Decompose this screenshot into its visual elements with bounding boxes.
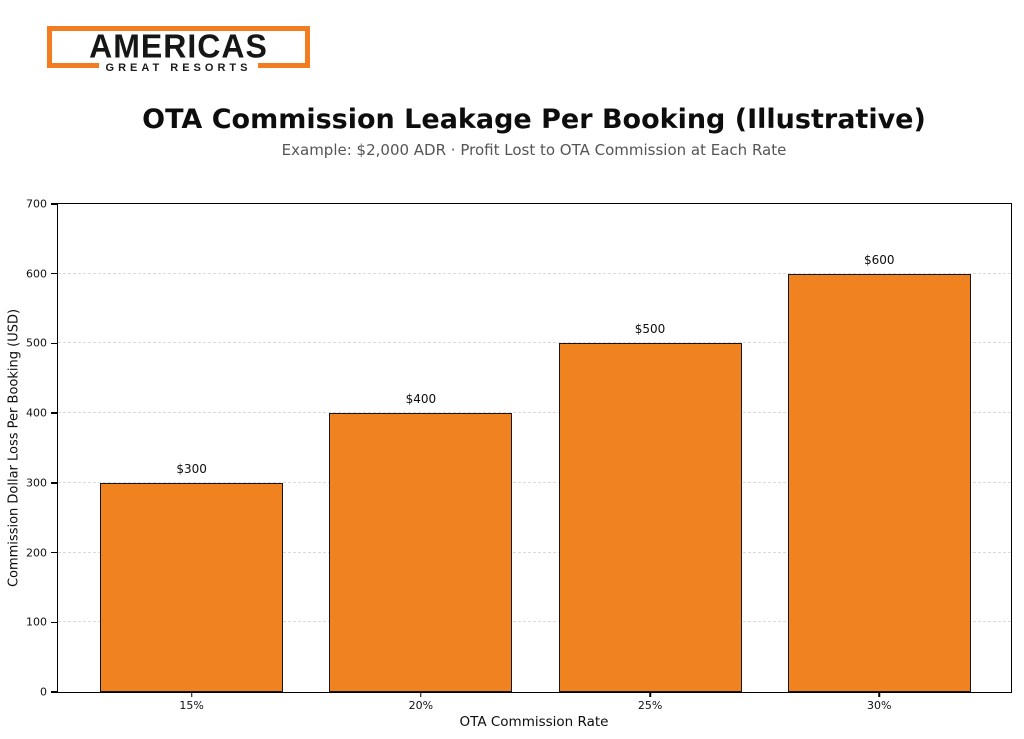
- x-tick-label-20%: 20%: [408, 699, 434, 712]
- americas-great-resorts-logo: AMERICAS GREAT RESORTS: [47, 26, 310, 75]
- y-tick-label-0: 0: [40, 685, 47, 699]
- bar-25%: [558, 343, 742, 692]
- gridline-400: [58, 412, 1011, 414]
- y-tick-mark-200: [51, 551, 57, 554]
- x-tick-mark-15%: [190, 692, 193, 697]
- plot-area: 0 100 200 300 400 500 600 700 $300 15% $400 20% $500…: [26, 198, 1012, 712]
- y-tick-label-100: 100: [26, 615, 47, 629]
- chart-title: OTA Commission Leakage Per Booking (Illu…: [142, 104, 926, 135]
- y-tick-label-200: 200: [26, 546, 47, 560]
- x-tick-label-15%: 15%: [179, 699, 204, 712]
- gridline-500: [58, 342, 1011, 344]
- x-tick-label-30%: 30%: [867, 699, 892, 712]
- x-tick-mark-25%: [649, 692, 651, 697]
- y-tick-mark-700: [51, 203, 57, 205]
- y-axis-label: Commission Dollar Loss Per Booking (USD): [6, 308, 22, 588]
- y-tick-mark-100: [51, 621, 57, 624]
- gridline-100: [58, 621, 1011, 623]
- gridline-300: [58, 481, 1011, 483]
- x-tick-mark-20%: [420, 692, 422, 697]
- gridline-600: [58, 272, 1011, 274]
- y-tick-label-600: 600: [26, 267, 47, 281]
- y-tick-mark-0: [51, 691, 57, 693]
- y-tick-label-400: 400: [26, 406, 47, 420]
- bar-15%: [100, 482, 284, 692]
- logo-primary-text: AMERICAS: [89, 27, 268, 65]
- y-tick-mark-500: [51, 342, 57, 345]
- y-tick-mark-400: [51, 412, 57, 414]
- x-tick-label-25%: 25%: [637, 699, 663, 712]
- bar-value-label-15%: $300: [176, 461, 207, 476]
- bar-30%: [787, 273, 971, 692]
- x-tick-mark-30%: [878, 692, 880, 697]
- logo-secondary-text: GREAT RESORTS: [98, 61, 259, 75]
- bar-value-label-25%: $500: [634, 322, 666, 337]
- chart-subtitle: Example: $2,000 ADR · Profit Lost to OTA…: [281, 141, 787, 159]
- y-tick-label-300: 300: [26, 476, 47, 490]
- y-tick-mark-300: [51, 482, 57, 484]
- bar-20%: [329, 413, 513, 692]
- x-axis-label: OTA Commission Rate: [459, 714, 609, 730]
- y-tick-label-700: 700: [26, 197, 47, 211]
- y-tick-mark-600: [51, 272, 57, 275]
- gridline-200: [58, 551, 1011, 553]
- bar-value-label-30%: $600: [863, 252, 895, 267]
- bar-value-label-20%: $400: [405, 392, 437, 407]
- y-tick-label-500: 500: [26, 336, 47, 350]
